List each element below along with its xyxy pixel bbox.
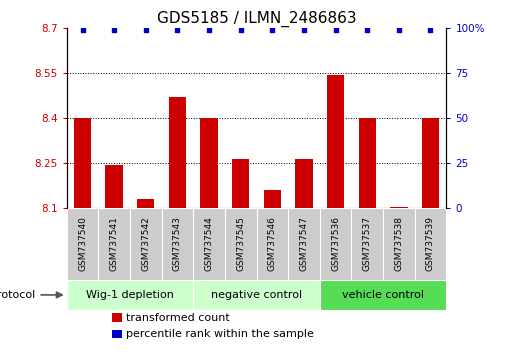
FancyBboxPatch shape [67, 208, 98, 280]
Bar [169, 97, 186, 208]
Point [236, 27, 245, 33]
Bar [137, 199, 154, 208]
FancyBboxPatch shape [288, 208, 320, 280]
Text: GSM737547: GSM737547 [300, 217, 308, 272]
Point [268, 27, 277, 33]
Text: transformed count: transformed count [126, 313, 229, 323]
Point [426, 27, 435, 33]
Bar [359, 118, 376, 208]
Title: GDS5185 / ILMN_2486863: GDS5185 / ILMN_2486863 [156, 11, 357, 27]
FancyBboxPatch shape [320, 208, 351, 280]
Point [205, 27, 213, 33]
Point [363, 27, 371, 33]
Bar [327, 75, 344, 208]
Text: GSM737537: GSM737537 [363, 217, 372, 272]
Point [394, 27, 403, 33]
FancyBboxPatch shape [193, 208, 225, 280]
Bar [201, 118, 218, 208]
Point [78, 27, 87, 33]
Point [142, 27, 150, 33]
FancyBboxPatch shape [351, 208, 383, 280]
Text: vehicle control: vehicle control [342, 290, 424, 300]
Bar [422, 118, 439, 208]
Text: GSM737544: GSM737544 [205, 217, 213, 272]
FancyBboxPatch shape [320, 280, 446, 310]
FancyBboxPatch shape [256, 208, 288, 280]
FancyBboxPatch shape [225, 208, 256, 280]
Text: Wig-1 depletion: Wig-1 depletion [86, 290, 174, 300]
Bar [112, 330, 122, 338]
Text: GSM737542: GSM737542 [141, 217, 150, 272]
Bar [390, 206, 407, 208]
Text: percentile rank within the sample: percentile rank within the sample [126, 329, 313, 339]
Point [300, 27, 308, 33]
Text: GSM737545: GSM737545 [236, 217, 245, 272]
Bar [264, 190, 281, 208]
Text: GSM737540: GSM737540 [78, 217, 87, 272]
FancyBboxPatch shape [130, 208, 162, 280]
FancyBboxPatch shape [193, 280, 320, 310]
Bar [112, 314, 122, 322]
FancyBboxPatch shape [98, 208, 130, 280]
Bar [295, 159, 312, 208]
FancyBboxPatch shape [383, 208, 415, 280]
Text: GSM737543: GSM737543 [173, 217, 182, 272]
Text: GSM737546: GSM737546 [268, 217, 277, 272]
Point [331, 27, 340, 33]
Text: GSM737536: GSM737536 [331, 217, 340, 272]
Text: protocol: protocol [0, 290, 35, 300]
Text: GSM737541: GSM737541 [110, 217, 119, 272]
Bar [232, 159, 249, 208]
FancyBboxPatch shape [67, 280, 193, 310]
Text: GSM737538: GSM737538 [394, 217, 403, 272]
Point [110, 27, 118, 33]
Point [173, 27, 182, 33]
Text: negative control: negative control [211, 290, 302, 300]
FancyBboxPatch shape [162, 208, 193, 280]
Bar [74, 118, 91, 208]
Text: GSM737539: GSM737539 [426, 217, 435, 272]
FancyBboxPatch shape [415, 208, 446, 280]
Bar [106, 165, 123, 208]
